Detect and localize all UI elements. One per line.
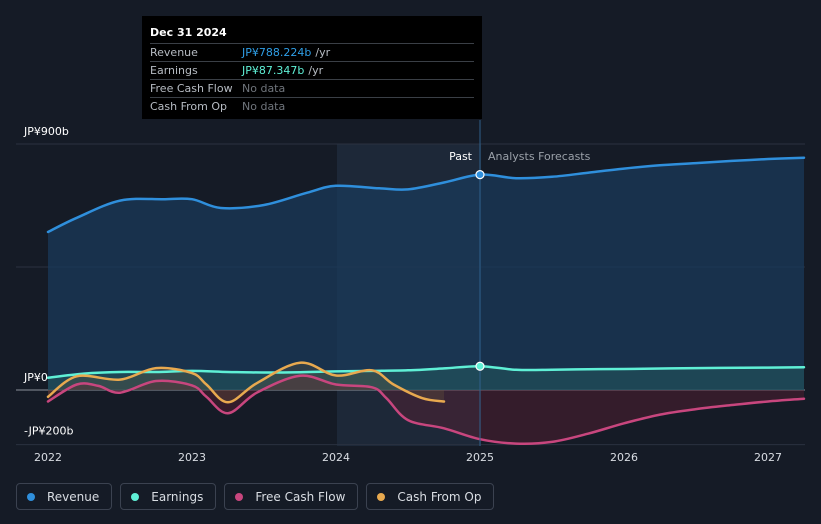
legend-item-cash-from-op[interactable]: Cash From Op	[366, 483, 495, 510]
y-tick-label: JP¥0	[23, 371, 48, 384]
x-tick-label: 2024	[322, 451, 350, 464]
legend-item-free-cash-flow[interactable]: Free Cash Flow	[224, 483, 359, 510]
earnings-area	[48, 366, 804, 390]
tooltip-value: No data	[242, 82, 286, 95]
legend-dot-icon	[131, 492, 140, 501]
revenue-line	[46, 156, 806, 234]
y-tick-label: -JP¥200b	[24, 425, 73, 438]
x-tick-label: 2025	[466, 451, 494, 464]
tooltip-row-free-cash-flow: Free Cash Flow No data	[150, 79, 474, 97]
earnings-line	[46, 364, 806, 379]
tooltip-row-revenue: Revenue JP¥788.224b /yr	[150, 43, 474, 61]
tooltip-label: Revenue	[150, 46, 198, 59]
data-tooltip: Dec 31 2024 Revenue JP¥788.224b /yr Earn…	[142, 16, 482, 119]
earnings-marker	[475, 361, 485, 371]
legend-label: Earnings	[151, 489, 204, 504]
legend-item-earnings[interactable]: Earnings	[120, 483, 217, 510]
x-tick-label: 2026	[610, 451, 638, 464]
legend-dot-icon	[27, 492, 35, 501]
cash-from-op-line	[46, 361, 446, 404]
free-cash-flow-area	[48, 375, 804, 444]
tooltip-label: Free Cash Flow	[150, 82, 233, 95]
legend-label: Revenue	[47, 489, 100, 504]
legend-dot-icon	[235, 492, 244, 501]
tooltip-value: JP¥87.347b	[242, 64, 305, 77]
tooltip-label: Earnings	[150, 64, 198, 77]
x-tick-label: 2022	[34, 451, 62, 464]
revenue-marker	[475, 170, 485, 180]
legend-item-revenue[interactable]: Revenue	[16, 483, 113, 510]
legend-label: Free Cash Flow	[255, 489, 346, 504]
forecast-label: Analysts Forecasts	[488, 150, 591, 163]
tooltip-row-cash-from-op: Cash From Op No data	[150, 97, 474, 115]
legend-label: Cash From Op	[397, 489, 482, 504]
free-cash-flow-line	[46, 374, 806, 445]
legend-dot-icon	[377, 492, 386, 501]
tooltip-value: No data	[242, 100, 286, 113]
tooltip-label: Cash From Op	[150, 100, 228, 113]
revenue-area	[48, 157, 804, 390]
past-label: Past	[449, 150, 473, 163]
tooltip-unit: /yr	[308, 64, 324, 77]
tooltip-unit: /yr	[315, 46, 331, 59]
tooltip-row-earnings: Earnings JP¥87.347b /yr	[150, 61, 474, 79]
chart-legend: Revenue Earnings Free Cash Flow Cash Fro…	[16, 483, 495, 510]
x-tick-label: 2027	[754, 451, 782, 464]
tooltip-value: JP¥788.224b	[242, 46, 312, 59]
tooltip-date: Dec 31 2024	[150, 26, 227, 39]
y-tick-label: JP¥900b	[23, 125, 69, 138]
x-tick-label: 2023	[178, 451, 206, 464]
